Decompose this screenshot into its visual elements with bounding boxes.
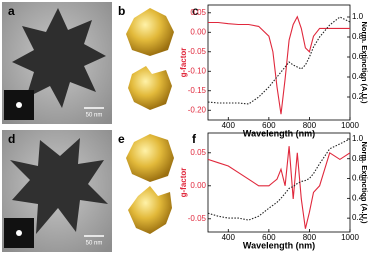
gold-particles [126,8,174,234]
plot-frame [207,132,351,233]
scale-bar-label: 50 nm [86,113,103,119]
y-tick-label: 0.00 [190,27,206,36]
x-tick-label: 600 [262,121,276,130]
panel-label: d [8,132,15,146]
plot-frame [207,4,351,121]
y2-tick-label: 1.0 [352,134,364,143]
y2-tick-label: 1.0 [352,12,364,21]
y-tick-label: 0.00 [190,181,206,190]
y-tick-label: -0.10 [188,66,207,75]
y-tick-label: 0.05 [190,8,206,17]
data-line [207,16,351,105]
x-tick-label: 400 [222,121,236,130]
y-tick-label: -0.20 [188,105,207,114]
x-tick-label: 400 [222,233,236,242]
x-tick-label: 800 [303,233,317,242]
x-tick-label: 600 [262,233,276,242]
y2-axis-label: Norm. Extinction (A.U.) [360,141,369,224]
panel-label: a [8,4,15,18]
data-line [208,15,350,115]
y2-tick-label: 0.2 [352,92,364,101]
panel-label: b [118,4,125,18]
y-tick-label: -0.15 [188,86,207,95]
tem-image-a [2,2,112,124]
y2-tick-label: 0.8 [352,32,364,41]
data-line [207,138,351,221]
scale-bar-label: 50 nm [86,241,103,247]
y-tick-label: -0.05 [188,47,207,56]
y2-tick-label: 0.8 [352,154,364,163]
tem-image-d [2,130,112,252]
y-axis-label: g-factor [179,48,188,78]
y-tick-label: -0.05 [188,214,207,223]
y-tick-label: 0.05 [190,148,206,157]
x-axis-label: Wavelength (nm) [243,240,315,250]
y2-tick-label: 0.4 [352,72,364,81]
y2-tick-label: 0.2 [352,213,364,222]
x-tick-label: 1000 [341,121,359,130]
y2-tick-label: 0.6 [352,52,364,61]
panel-label: c [192,4,199,18]
x-tick-label: 1000 [341,233,359,242]
x-tick-label: 800 [303,121,317,130]
panel-label: e [118,132,125,146]
data-line [207,146,351,229]
y2-tick-label: 0.4 [352,193,364,202]
y2-tick-label: 0.6 [352,174,364,183]
y2-axis-label: Norm. Extinction (A.U.) [360,21,369,104]
y-axis-label: g-factor [179,168,188,198]
panel-label: f [192,132,197,146]
